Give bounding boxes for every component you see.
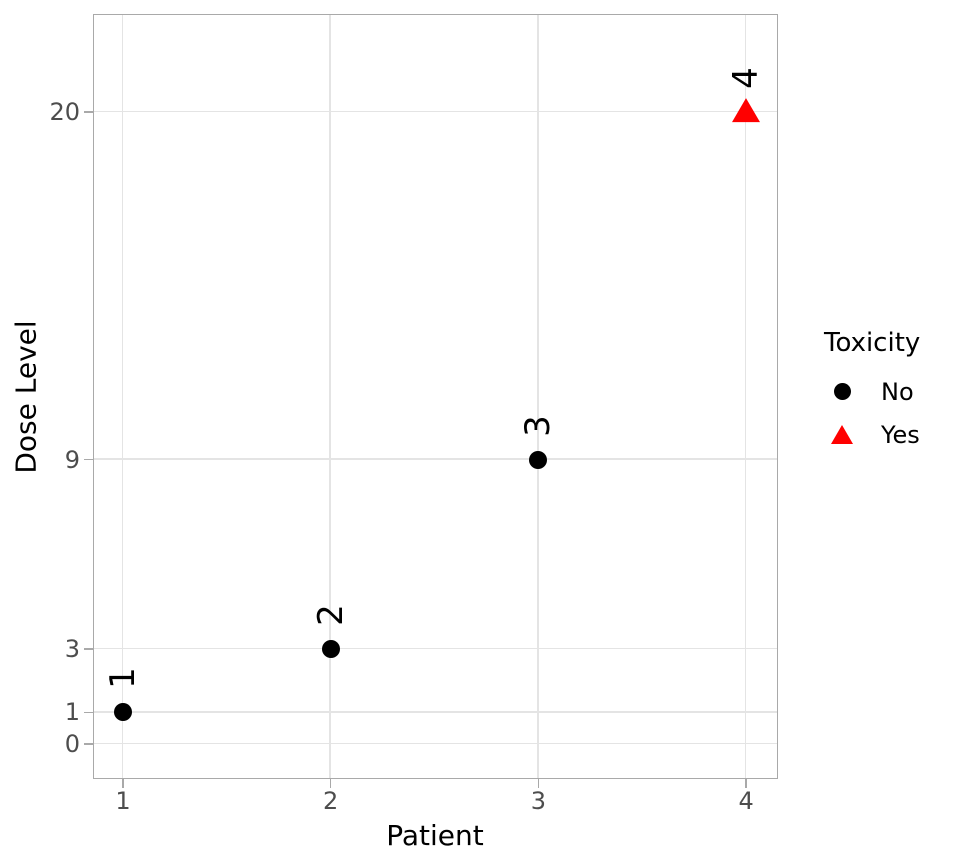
data-point-label: 3 (518, 414, 559, 437)
x-axis-tick (122, 779, 124, 788)
y-gridline (94, 110, 777, 113)
legend-circle-icon (833, 383, 851, 400)
x-gridline (121, 15, 124, 778)
x-axis-tick (329, 779, 332, 788)
data-point-label: 2 (310, 604, 351, 627)
y-axis-tick (84, 711, 93, 714)
y-tick-label: 3 (64, 635, 80, 664)
y-gridline (94, 711, 777, 713)
y-gridline (94, 647, 777, 650)
x-axis-title: Patient (386, 819, 484, 852)
legend-item-label: No (881, 377, 914, 406)
x-axis-tick (745, 779, 747, 788)
y-tick-label: 0 (64, 730, 80, 758)
y-axis-tick (84, 648, 93, 650)
y-axis-tick (84, 111, 93, 113)
plot-panel (93, 14, 778, 779)
y-tick-label: 9 (64, 445, 80, 474)
x-gridline (329, 15, 331, 778)
data-point-circle (529, 450, 548, 469)
legend-item: No (820, 370, 920, 413)
data-point-circle (321, 640, 340, 659)
x-axis-tick (537, 779, 540, 788)
x-tick-label: 2 (323, 787, 339, 815)
x-tick-label: 1 (115, 787, 131, 815)
x-tick-label: 3 (530, 787, 547, 815)
y-axis-tick (84, 743, 93, 745)
legend: Toxicity No Yes (820, 328, 920, 456)
x-gridline (744, 15, 747, 778)
legend-item-label: Yes (881, 420, 920, 449)
legend-item: Yes (820, 413, 920, 456)
legend-triangle-icon (831, 425, 853, 444)
y-axis-tick (84, 458, 93, 461)
data-point-label: 1 (103, 667, 143, 690)
y-tick-label: 1 (64, 698, 80, 727)
y-gridline (94, 458, 777, 460)
legend-marker-box (824, 383, 860, 400)
legend-marker-box (824, 425, 860, 444)
data-point-circle (114, 703, 132, 722)
legend-items: No Yes (820, 370, 920, 456)
y-gridline (94, 742, 777, 745)
y-tick-label: 20 (49, 98, 80, 126)
data-point-triangle (732, 98, 761, 123)
data-point-label: 4 (726, 67, 767, 89)
x-tick-label: 4 (738, 787, 754, 815)
x-gridline (537, 15, 539, 778)
legend-title: Toxicity (824, 328, 921, 358)
